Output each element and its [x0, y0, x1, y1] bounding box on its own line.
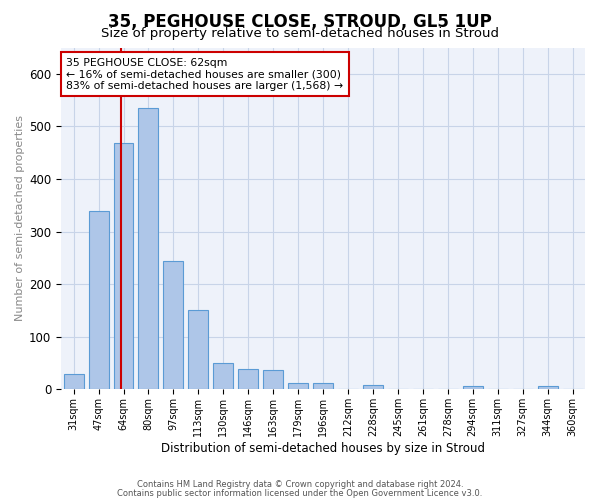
X-axis label: Distribution of semi-detached houses by size in Stroud: Distribution of semi-detached houses by …	[161, 442, 485, 455]
Text: Contains HM Land Registry data © Crown copyright and database right 2024.: Contains HM Land Registry data © Crown c…	[137, 480, 463, 489]
Text: 35, PEGHOUSE CLOSE, STROUD, GL5 1UP: 35, PEGHOUSE CLOSE, STROUD, GL5 1UP	[108, 12, 492, 30]
Bar	[89, 210, 109, 390]
Text: Size of property relative to semi-detached houses in Stroud: Size of property relative to semi-detach…	[101, 28, 499, 40]
Bar	[313, 382, 333, 390]
Bar	[263, 370, 283, 390]
Y-axis label: Number of semi-detached properties: Number of semi-detached properties	[15, 116, 25, 322]
Bar	[139, 108, 158, 390]
Bar	[288, 382, 308, 390]
Text: 35 PEGHOUSE CLOSE: 62sqm
← 16% of semi-detached houses are smaller (300)
83% of : 35 PEGHOUSE CLOSE: 62sqm ← 16% of semi-d…	[67, 58, 344, 91]
Bar	[238, 370, 258, 390]
Bar	[163, 260, 184, 390]
Bar	[64, 374, 83, 390]
Bar	[538, 386, 557, 390]
Bar	[214, 363, 233, 390]
Bar	[463, 386, 483, 390]
Bar	[188, 310, 208, 390]
Bar	[113, 143, 133, 390]
Text: Contains public sector information licensed under the Open Government Licence v3: Contains public sector information licen…	[118, 488, 482, 498]
Bar	[363, 385, 383, 390]
